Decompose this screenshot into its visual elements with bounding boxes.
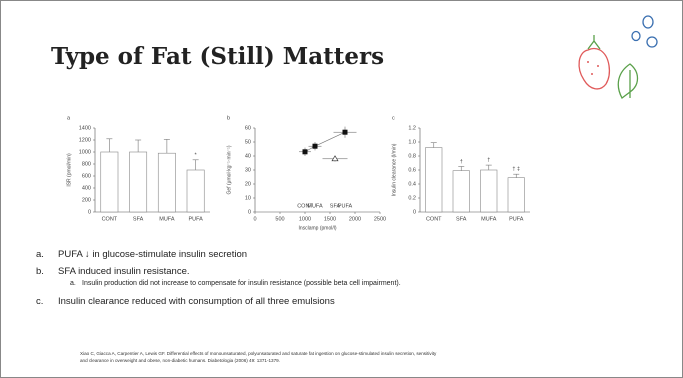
y-axis-label: Gef (μmol·kg⁻¹·min⁻¹) — [226, 145, 232, 194]
bar — [158, 153, 175, 212]
x-tick-label: MUFA — [481, 216, 497, 222]
x-tick-label: CONT — [102, 216, 118, 222]
point — [332, 156, 338, 161]
y-tick-label: 0 — [248, 209, 251, 215]
y-tick-label: 200 — [82, 197, 91, 203]
y-tick-label: 60 — [245, 125, 251, 131]
y-tick-label: 0.6 — [408, 167, 416, 173]
y-tick-label: 0.4 — [408, 181, 416, 187]
annotation: † ‡ — [512, 167, 520, 173]
x-tick-label: 0 — [253, 216, 256, 222]
y-tick-label: 600 — [82, 173, 91, 179]
y-axis-label: ISR (pmol/min) — [66, 153, 72, 187]
y-tick-label: 10 — [245, 195, 251, 201]
point-label: MUFA — [307, 203, 323, 209]
x-tick-label: PUFA — [188, 216, 203, 222]
panel-label: c — [392, 115, 395, 121]
charts: aISR (pmol/min)0200400600800100012001400… — [0, 0, 683, 378]
y-tick-label: 800 — [82, 161, 91, 167]
citation: Xiao C, Giacca A, Carpentier A, Lewis GF… — [80, 351, 436, 356]
bar — [130, 152, 147, 212]
y-tick-label: 1200 — [79, 137, 91, 143]
citation-line: Xiao C, Giacca A, Carpentier A, Lewis GF… — [80, 351, 436, 356]
x-tick-label: MUFA — [159, 216, 175, 222]
y-tick-label: 0 — [413, 209, 416, 215]
bar — [426, 148, 443, 212]
bullet-text: PUFA ↓ in glucose-stimulate insulin secr… — [58, 249, 247, 260]
y-tick-label: 0.8 — [408, 153, 416, 159]
bar — [101, 152, 118, 212]
point — [303, 149, 308, 154]
citation: and clearance in overweight and obese, n… — [80, 358, 280, 363]
bullet-marker: c. — [36, 296, 58, 307]
x-tick-label: 2500 — [374, 216, 386, 222]
y-axis-label: Insulin clearance (l/min) — [391, 143, 397, 196]
x-tick-label: 1500 — [324, 216, 336, 222]
x-tick-label: SFA — [133, 216, 144, 222]
x-tick-label: SFA — [456, 216, 467, 222]
decoration — [579, 16, 657, 98]
x-tick-label: 1000 — [299, 216, 311, 222]
point — [313, 144, 318, 149]
annotation: † — [460, 159, 463, 165]
y-tick-label: 50 — [245, 139, 251, 145]
y-tick-label: 1400 — [79, 125, 91, 131]
y-tick-label: 20 — [245, 181, 251, 187]
bar — [453, 171, 470, 212]
y-tick-label: 1.0 — [408, 139, 416, 145]
bar — [481, 170, 498, 212]
y-tick-label: 1.2 — [408, 125, 416, 131]
connect-line — [305, 132, 345, 152]
y-tick-label: 40 — [245, 153, 251, 159]
y-tick-label: 0.2 — [408, 195, 416, 201]
sub-bullet: a.Insulin production did not increase to… — [70, 280, 401, 287]
citation-line: and clearance in overweight and obese, n… — [80, 358, 280, 363]
bar — [187, 170, 204, 212]
y-tick-label: 30 — [245, 167, 251, 173]
point — [343, 130, 348, 135]
panel-label: a — [67, 115, 71, 121]
bullet-text: SFA induced insulin resistance. — [58, 266, 190, 277]
x-tick-label: 500 — [275, 216, 284, 222]
bullet: c.Insulin clearance reduced with consump… — [36, 296, 335, 307]
bullet-text: Insulin clearance reduced with consumpti… — [58, 296, 335, 307]
sub-bullet-text: Insulin production did not increase to c… — [82, 280, 401, 287]
y-tick-label: 0 — [88, 209, 91, 215]
annotation: * — [195, 152, 198, 158]
y-tick-label: 400 — [82, 185, 91, 191]
point-label: PUFA — [338, 203, 353, 209]
x-tick-label: CONT — [426, 216, 442, 222]
sub-bullet-marker: a. — [70, 280, 82, 287]
bar — [508, 178, 525, 212]
y-tick-label: 1000 — [79, 149, 91, 155]
annotation: † — [487, 158, 490, 164]
x-tick-label: 2000 — [349, 216, 361, 222]
bullet-marker: a. — [36, 249, 58, 260]
panel-label: b — [227, 115, 230, 121]
bullet: b.SFA induced insulin resistance. — [36, 266, 190, 277]
bullet-marker: b. — [36, 266, 58, 277]
x-axis-label: Insclamp (pmol/l) — [298, 225, 336, 231]
x-tick-label: PUFA — [509, 216, 524, 222]
bullet: a.PUFA ↓ in glucose-stimulate insulin se… — [36, 249, 247, 260]
